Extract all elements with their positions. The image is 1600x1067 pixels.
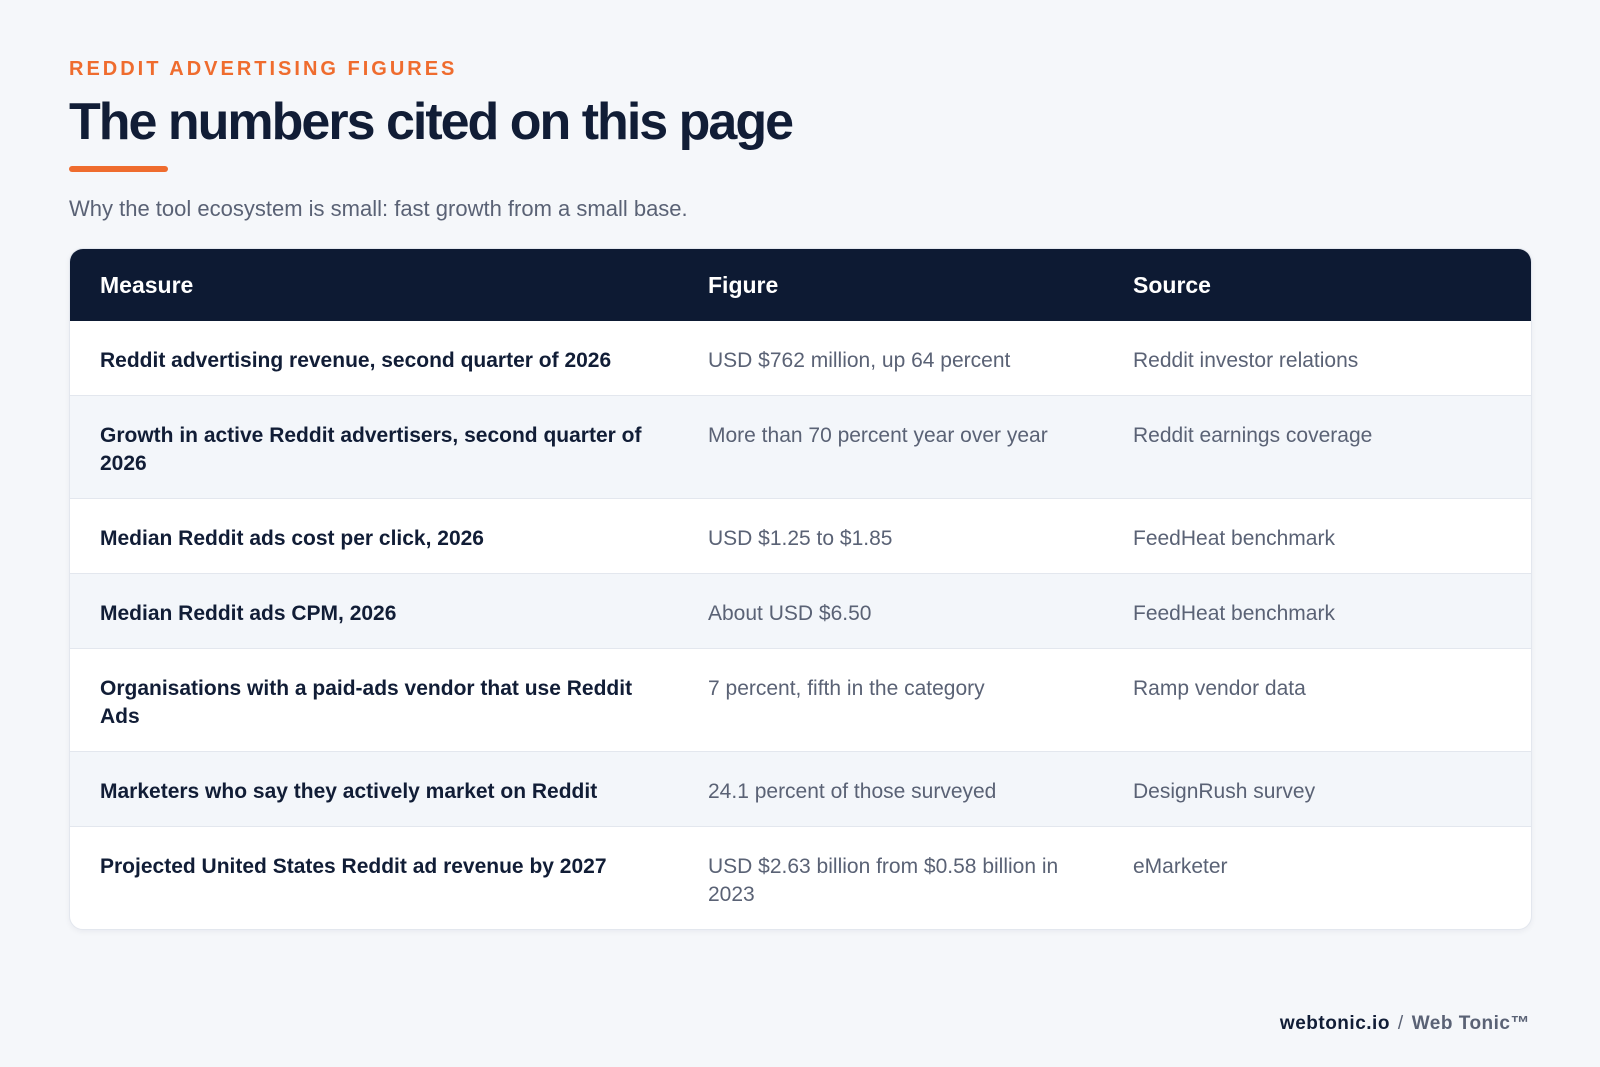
figures-table: Measure Figure Source Reddit advertising…: [70, 249, 1531, 929]
measure-cell: Reddit advertising revenue, second quart…: [100, 349, 612, 372]
figure-cell: More than 70 percent year over year: [678, 395, 1103, 499]
measure-cell: Marketers who say they actively market o…: [70, 751, 678, 827]
figures-table-card: Measure Figure Source Reddit advertising…: [69, 248, 1532, 930]
figure-cell: 7 percent, fifth in the category: [678, 648, 1103, 752]
table-row: Marketers who say they actively market o…: [70, 751, 1531, 827]
measure-cell: Median Reddit ads CPM, 2026: [70, 573, 678, 649]
table-header: Measure Figure Source: [70, 249, 1531, 321]
source-cell: Reddit earnings coverage: [1103, 395, 1531, 499]
source-cell: eMarketer: [1103, 826, 1531, 929]
accent-underline: [69, 166, 168, 172]
figure-cell: USD $762 million, up 64 percent: [708, 349, 1011, 372]
footer-separator: /: [1397, 1013, 1404, 1034]
measure-cell: Organisations with a paid-ads vendor tha…: [70, 648, 678, 752]
column-header-figure: Figure: [708, 271, 779, 298]
column-header-source: Source: [1133, 271, 1211, 298]
measure-cell: Growth in active Reddit advertisers, sec…: [70, 395, 678, 499]
figure-cell: USD $1.25 to $1.85: [678, 498, 1103, 574]
figure-cell: 24.1 percent of those surveyed: [678, 751, 1103, 827]
measure-cell: Median Reddit ads cost per click, 2026: [70, 498, 678, 574]
source-cell: FeedHeat benchmark: [1103, 573, 1531, 649]
measure-cell: Projected United States Reddit ad revenu…: [70, 826, 678, 929]
table-row: Organisations with a paid-ads vendor tha…: [70, 648, 1531, 752]
footer-credit: webtonic.io / Web Tonic™: [1280, 1013, 1530, 1035]
column-header-measure: Measure: [100, 271, 194, 298]
table-row: Growth in active Reddit advertisers, sec…: [70, 395, 1531, 499]
table-row: Median Reddit ads cost per click, 2026 U…: [70, 498, 1531, 574]
source-cell: Reddit investor relations: [1133, 349, 1359, 372]
page-subtitle: Why the tool ecosystem is small: fast gr…: [69, 196, 688, 221]
eyebrow-label: REDDIT ADVERTISING FIGURES: [69, 58, 458, 80]
figure-cell: USD $2.63 billion from $0.58 billion in …: [678, 826, 1103, 929]
table-row: Projected United States Reddit ad revenu…: [70, 826, 1531, 929]
footer-brand: Web Tonic™: [1411, 1013, 1530, 1034]
figure-cell: About USD $6.50: [678, 573, 1103, 649]
source-cell: Ramp vendor data: [1103, 648, 1531, 752]
footer-domain: webtonic.io: [1279, 1013, 1390, 1034]
page-title: The numbers cited on this page: [69, 93, 794, 151]
table-header-row: Measure Figure Source: [70, 249, 1531, 321]
table-body: Reddit advertising revenue, second quart…: [70, 321, 1531, 929]
table-row: Median Reddit ads CPM, 2026 About USD $6…: [70, 573, 1531, 649]
source-cell: DesignRush survey: [1103, 751, 1531, 827]
table-row: Reddit advertising revenue, second quart…: [70, 321, 1531, 396]
source-cell: FeedHeat benchmark: [1103, 498, 1531, 574]
